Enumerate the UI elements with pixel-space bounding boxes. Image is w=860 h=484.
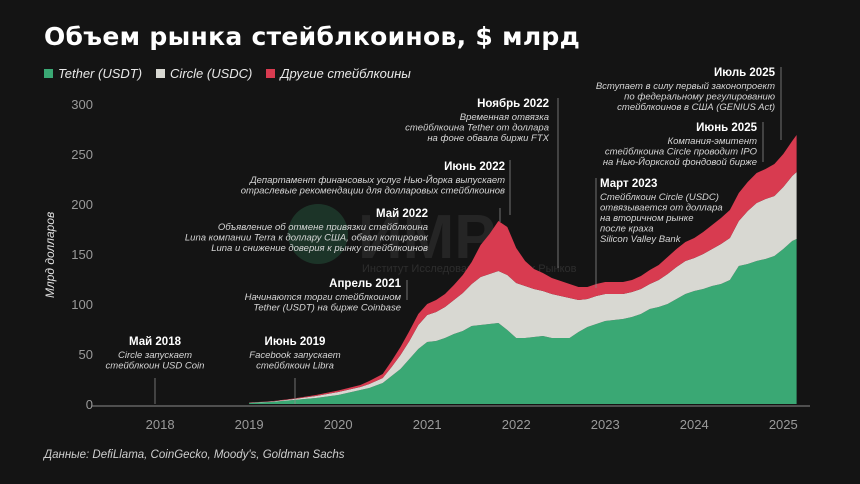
source-note: Данные: DefiLlama, CoinGecko, Moody's, G… bbox=[44, 449, 345, 461]
chart-title: Объем рынка стейблкоинов, $ млрд bbox=[44, 22, 581, 51]
annotation: Март 2023 Стейблкоин Circle (USDC)отвязыв… bbox=[595, 178, 723, 288]
legend-swatch-other bbox=[266, 69, 276, 78]
y-tick-label: 50 bbox=[79, 347, 93, 362]
annotation-text: Facebook запускает bbox=[249, 350, 341, 361]
area-other bbox=[249, 135, 797, 403]
area-tether bbox=[249, 239, 797, 404]
y-axis-label: Млрд долларов bbox=[43, 212, 57, 298]
legend-swatch-circle bbox=[156, 69, 166, 78]
area-series-group bbox=[249, 135, 797, 404]
annotation: Май 2022 Объявление об отмене привязки ст… bbox=[185, 208, 501, 254]
annotation-title: Май 2018 bbox=[129, 336, 182, 348]
annotation-title: Март 2023 bbox=[600, 178, 657, 190]
y-tick-label: 150 bbox=[71, 247, 93, 262]
y-tick-label: 250 bbox=[71, 147, 93, 162]
annotation-text: Начинаются торги стейблкоином bbox=[245, 292, 402, 303]
annotation-title: Июнь 2019 bbox=[265, 336, 326, 348]
annotation: Ноябрь 2022 Временная отвязкастейблкоина … bbox=[405, 98, 559, 268]
legend-item-circle: Circle (USDC) bbox=[156, 66, 252, 81]
annotation-text: после краха bbox=[600, 224, 654, 235]
y-tick-label: 200 bbox=[71, 197, 93, 212]
legend-label-tether: Tether (USDT) bbox=[58, 66, 143, 81]
y-tick-label: 300 bbox=[71, 97, 93, 112]
x-tick-label: 2021 bbox=[413, 417, 442, 432]
annotation-text: Silicon Valley Bank bbox=[600, 234, 682, 245]
x-tick-label: 2019 bbox=[235, 417, 264, 432]
y-tick-label: 0 bbox=[86, 397, 93, 412]
x-tick-label: 2024 bbox=[680, 417, 709, 432]
annotation-text: по федеральному регулированию bbox=[624, 92, 775, 103]
x-tick-label: 2020 bbox=[324, 417, 353, 432]
legend-item-tether: Tether (USDT) bbox=[44, 66, 142, 81]
annotation-text: на Нью-Йоркской фондовой бирже bbox=[603, 156, 757, 168]
annotation-title: Июль 2025 bbox=[714, 67, 776, 79]
legend-label-other: Другие стейблкоины bbox=[280, 66, 411, 81]
annotation-title: Ноябрь 2022 bbox=[477, 98, 549, 110]
y-tick-label: 100 bbox=[71, 297, 93, 312]
area-circle bbox=[249, 172, 797, 403]
watermark-logo bbox=[288, 204, 348, 264]
annotation-text: отраслевые рекомендации для долларовых с… bbox=[241, 186, 505, 197]
legend: Tether (USDT) Circle (USDC) Другие стейб… bbox=[44, 66, 411, 81]
annotation-text: отвязывается от доллара bbox=[600, 203, 723, 214]
x-axis-ticks: 2018 2019 2020 2021 2022 2023 2024 2025 bbox=[146, 417, 798, 432]
annotation-text: Объявление об отмене привязки стейблкоин… bbox=[218, 222, 428, 233]
annotation-text: Стейблкоин Circle (USDC) bbox=[600, 192, 719, 203]
legend-item-other: Другие стейблкоины bbox=[266, 66, 411, 81]
annotation: Июль 2025 Вступает в силу первый законопр… bbox=[596, 67, 782, 140]
x-tick-label: 2018 bbox=[146, 417, 175, 432]
annotation-text: Tether (USDT) на бирже Coinbase bbox=[253, 303, 401, 314]
x-tick-label: 2023 bbox=[591, 417, 620, 432]
annotation-text: на фоне обвала биржи FTX bbox=[427, 133, 549, 144]
annotation-text: стейблкоин Libra bbox=[256, 361, 334, 372]
x-tick-label: 2022 bbox=[502, 417, 531, 432]
annotation-text: Luna компании Terra к доллару США, обвал… bbox=[185, 233, 429, 244]
x-tick-label: 2025 bbox=[769, 417, 798, 432]
annotation-text: Департамент финансовых услуг Нью-Йорка в… bbox=[249, 174, 505, 186]
legend-label-circle: Circle (USDC) bbox=[170, 66, 253, 81]
annotation-text: Circle запускает bbox=[118, 350, 192, 361]
annotation-text: Вступает в силу первый законопроект bbox=[596, 81, 775, 92]
y-axis-ticks: 0 50 100 150 200 250 300 bbox=[71, 97, 93, 412]
annotation-text: стейблкоин USD Coin bbox=[106, 361, 205, 372]
annotation-text: Luna и снижение доверия к рынку стейблко… bbox=[211, 243, 428, 254]
annotation-text: стейблкоина Tether от доллара bbox=[405, 123, 549, 134]
annotation-text: стейблкоина Circle проводит IPO bbox=[605, 147, 758, 158]
annotation-title: Май 2022 bbox=[376, 208, 428, 220]
annotation-text: на вторичном рынке bbox=[600, 213, 694, 224]
annotation: Апрель 2021 Начинаются торги стейблкоином… bbox=[245, 278, 408, 314]
annotation-text: Временная отвязка bbox=[460, 112, 549, 123]
annotation-title: Июнь 2022 bbox=[444, 161, 505, 173]
legend-swatch-tether bbox=[44, 69, 53, 78]
annotation-title: Июнь 2025 bbox=[696, 122, 757, 134]
annotation-text: стейблкоинов в США (GENIUS Act) bbox=[617, 102, 775, 113]
annotation-title: Апрель 2021 bbox=[329, 278, 401, 290]
annotation-text: Компания-эмитент bbox=[668, 136, 758, 147]
